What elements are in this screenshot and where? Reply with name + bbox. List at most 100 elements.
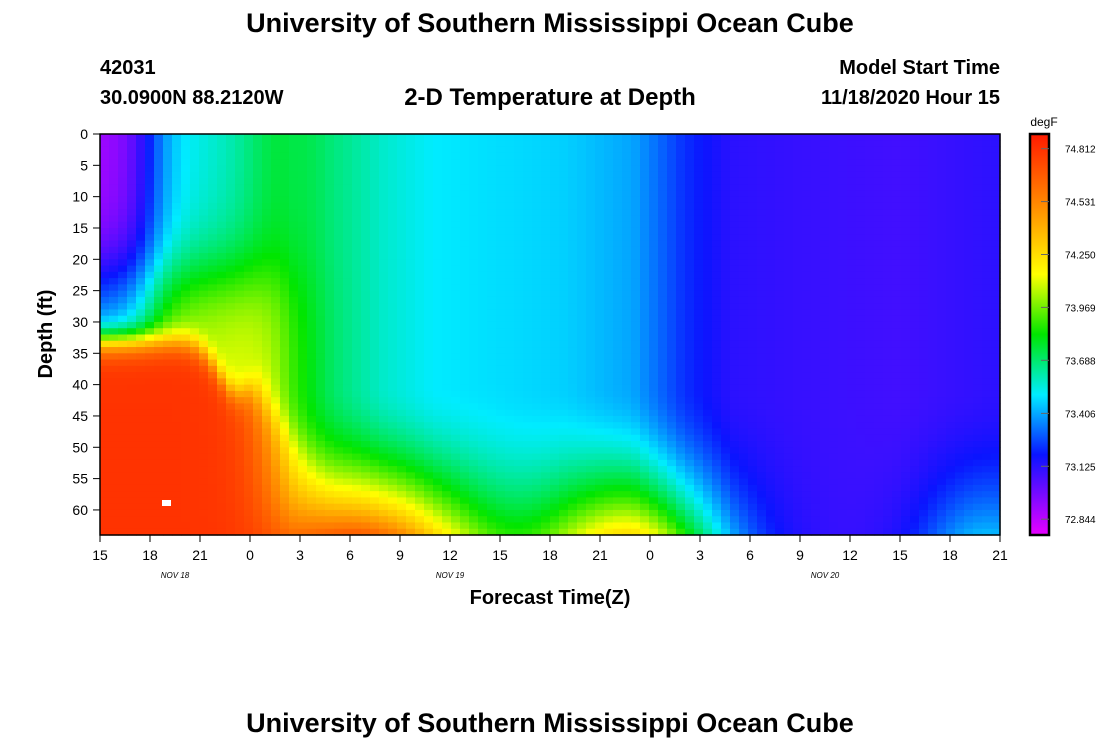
heatmap-cell (397, 271, 407, 279)
heatmap-cell (748, 303, 758, 311)
heatmap-cell (397, 516, 407, 524)
heatmap-cell (109, 234, 119, 242)
heatmap-cell (631, 528, 641, 536)
heatmap-cell (532, 221, 542, 229)
heatmap-cell (775, 215, 785, 223)
heatmap-cell (415, 516, 425, 524)
heatmap-cell (793, 516, 803, 524)
heatmap-cell (217, 303, 227, 311)
heatmap-cell (613, 384, 623, 392)
heatmap-cell (442, 227, 452, 235)
heatmap-cell (784, 140, 794, 148)
heatmap-cell (451, 278, 461, 285)
heatmap-cell (460, 453, 470, 461)
heatmap-cell (631, 196, 641, 204)
heatmap-cell (280, 447, 290, 455)
heatmap-cell (622, 384, 632, 392)
heatmap-cell (361, 441, 371, 448)
heatmap-cell (793, 334, 803, 342)
heatmap-cell (370, 466, 380, 473)
heatmap-cell (523, 296, 533, 304)
heatmap-cell (640, 409, 650, 417)
heatmap-cell (721, 227, 731, 235)
heatmap-cell (775, 196, 785, 204)
heatmap-cell (577, 215, 587, 223)
heatmap-cell (370, 397, 380, 405)
heatmap-cell (676, 384, 686, 392)
heatmap-cell (685, 334, 695, 342)
heatmap-cell (703, 140, 713, 148)
heatmap-cell (622, 296, 632, 304)
heatmap-cell (667, 290, 677, 298)
heatmap-cell (694, 347, 704, 354)
heatmap-cell (244, 152, 254, 160)
heatmap-cell (793, 303, 803, 311)
heatmap-cell (703, 340, 713, 348)
heatmap-cell (775, 309, 785, 317)
heatmap-cell (793, 378, 803, 386)
heatmap-cell (460, 441, 470, 448)
heatmap-cell (136, 290, 146, 298)
heatmap-cell (631, 503, 641, 511)
heatmap-cell (532, 365, 542, 373)
heatmap-cell (433, 134, 443, 141)
heatmap-cell (730, 359, 740, 367)
heatmap-cell (334, 365, 344, 373)
heatmap-cell (613, 441, 623, 448)
heatmap-cell (244, 171, 254, 179)
heatmap-cell (622, 134, 632, 141)
heatmap-cell (289, 140, 299, 148)
heatmap-cell (325, 265, 335, 273)
heatmap-cell (217, 146, 227, 154)
heatmap-cell (352, 422, 362, 430)
heatmap-cell (730, 372, 740, 379)
heatmap-cell (307, 234, 317, 242)
heatmap-cell (154, 265, 164, 273)
heatmap-cell (163, 290, 173, 298)
heatmap-cell (334, 503, 344, 511)
heatmap-cell (289, 390, 299, 398)
heatmap-cell (604, 265, 614, 273)
heatmap-cell (757, 516, 767, 524)
heatmap-cell (118, 459, 128, 467)
heatmap-cell (118, 491, 128, 499)
heatmap-cell (460, 409, 470, 417)
heatmap-cell (586, 347, 596, 354)
heatmap-cell (208, 484, 218, 492)
heatmap-cell (460, 328, 470, 336)
heatmap-cell (568, 209, 578, 217)
heatmap-cell (127, 253, 137, 260)
heatmap-cell (298, 271, 308, 279)
heatmap-cell (199, 503, 209, 511)
heatmap-cell (271, 253, 281, 260)
heatmap-cell (478, 240, 488, 248)
heatmap-cell (226, 221, 236, 229)
heatmap-cell (127, 522, 137, 530)
heatmap-cell (469, 184, 479, 191)
heatmap-cell (739, 428, 749, 436)
heatmap-cell (415, 159, 425, 166)
heatmap-cell (586, 509, 596, 517)
heatmap-cell (658, 390, 668, 398)
heatmap-cell (334, 378, 344, 386)
heatmap-cell (163, 334, 173, 342)
heatmap-cell (379, 152, 389, 160)
heatmap-cell (658, 134, 668, 141)
heatmap-cell (271, 215, 281, 223)
heatmap-cell (775, 372, 785, 379)
heatmap-cell (226, 321, 236, 329)
heatmap-cell (235, 140, 245, 148)
heatmap-cell (271, 184, 281, 191)
heatmap-cell (145, 290, 155, 298)
heatmap-cell (460, 347, 470, 354)
heatmap-cell (298, 359, 308, 367)
heatmap-cell (793, 365, 803, 373)
heatmap-cell (352, 321, 362, 329)
heatmap-cell (406, 403, 416, 411)
heatmap-cell (406, 134, 416, 141)
heatmap-cell (766, 365, 776, 373)
heatmap-cell (217, 409, 227, 417)
heatmap-cell (316, 146, 326, 154)
heatmap-cell (325, 365, 335, 373)
heatmap-cell (523, 447, 533, 455)
